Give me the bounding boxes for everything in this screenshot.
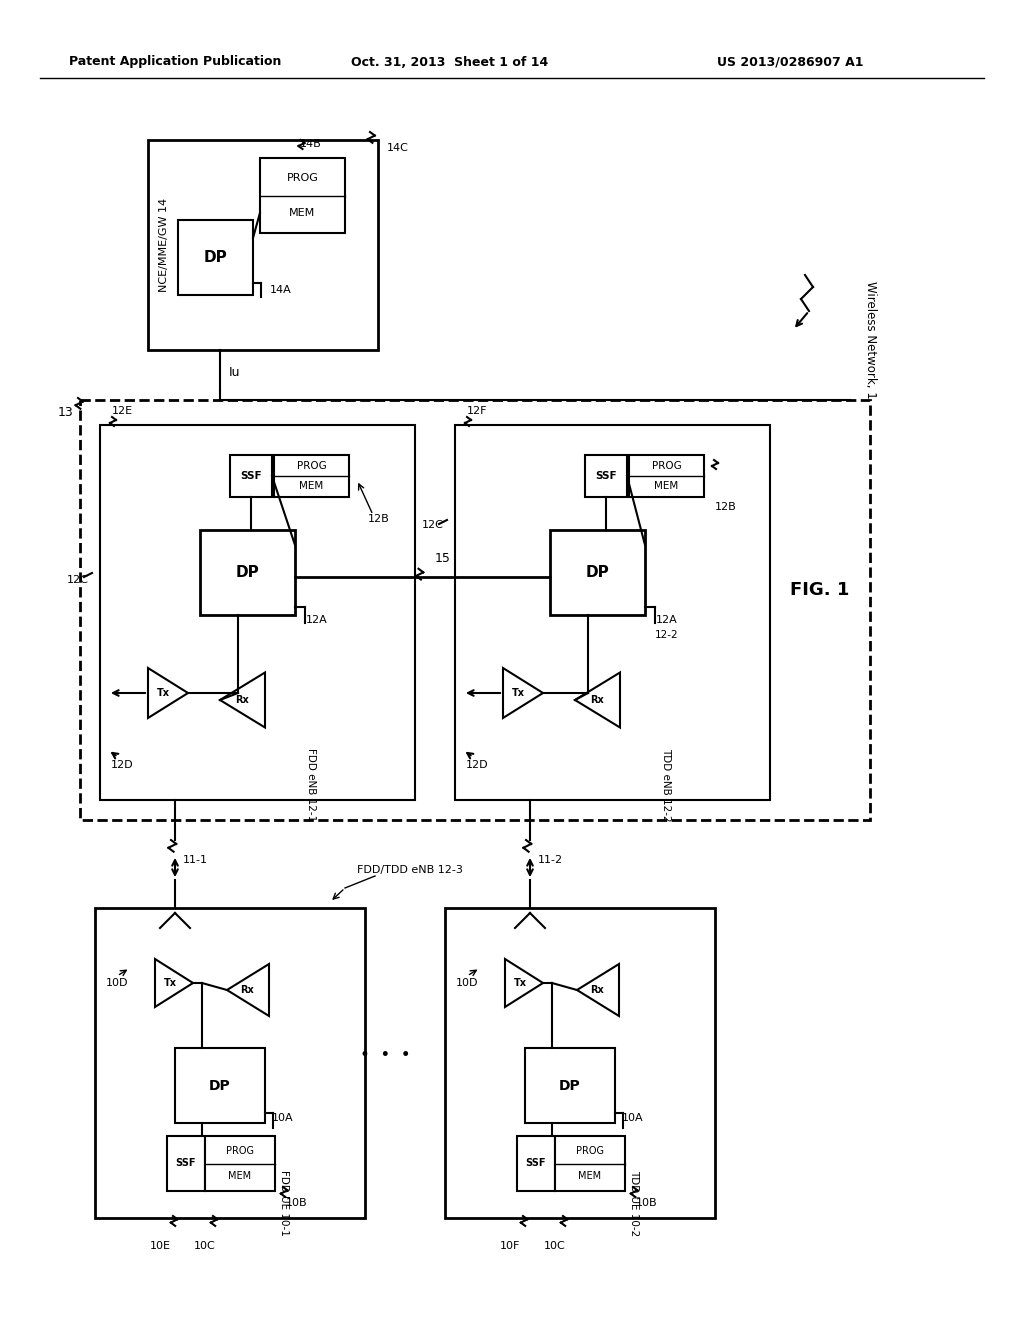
Text: 10B: 10B xyxy=(636,1199,657,1208)
Text: Tx: Tx xyxy=(157,688,170,698)
Text: NCE/MME/GW 14: NCE/MME/GW 14 xyxy=(159,198,169,292)
Text: MEM: MEM xyxy=(654,480,679,491)
Text: FDD UE 10-1: FDD UE 10-1 xyxy=(279,1170,289,1236)
Text: 10D: 10D xyxy=(456,978,478,987)
Text: 12E: 12E xyxy=(112,407,132,416)
Bar xyxy=(148,140,378,350)
Bar xyxy=(274,455,349,498)
Text: 12B: 12B xyxy=(715,502,737,512)
Text: 12-2: 12-2 xyxy=(655,630,679,640)
Text: 15: 15 xyxy=(434,552,451,565)
Bar xyxy=(525,1048,615,1123)
Text: 10F: 10F xyxy=(500,1241,520,1251)
Text: 12D: 12D xyxy=(111,760,133,770)
Bar xyxy=(178,220,253,294)
Text: Wireless Network, 1: Wireless Network, 1 xyxy=(863,281,877,399)
Bar xyxy=(517,1137,555,1191)
Text: PROG: PROG xyxy=(287,173,318,183)
Text: TDD UE 10-2: TDD UE 10-2 xyxy=(629,1170,639,1236)
Text: 12C: 12C xyxy=(422,520,444,531)
Bar xyxy=(585,455,627,498)
Bar xyxy=(555,1137,625,1191)
Text: FDD eNB 12-1: FDD eNB 12-1 xyxy=(306,748,316,821)
Text: 10D: 10D xyxy=(105,978,128,987)
Text: 11-1: 11-1 xyxy=(182,855,208,865)
Text: PROG: PROG xyxy=(575,1146,604,1156)
Text: Rx: Rx xyxy=(590,985,604,995)
Text: 12B: 12B xyxy=(368,513,390,524)
Text: PROG: PROG xyxy=(651,461,681,471)
Bar xyxy=(100,425,415,800)
Text: MEM: MEM xyxy=(290,207,315,218)
Text: Rx: Rx xyxy=(236,696,249,705)
Text: Tx: Tx xyxy=(164,978,176,987)
Bar xyxy=(205,1137,275,1191)
Bar xyxy=(175,1048,265,1123)
Text: Tx: Tx xyxy=(512,688,524,698)
Bar xyxy=(95,908,365,1218)
Text: 10C: 10C xyxy=(195,1241,216,1251)
Text: TDD eNB 12-2: TDD eNB 12-2 xyxy=(662,748,671,822)
Bar xyxy=(167,1137,205,1191)
Bar xyxy=(230,455,272,498)
Text: 11-2: 11-2 xyxy=(538,855,562,865)
Text: SSF: SSF xyxy=(176,1159,197,1168)
Text: FIG. 1: FIG. 1 xyxy=(791,581,850,599)
Text: PROG: PROG xyxy=(297,461,327,471)
Text: 12D: 12D xyxy=(466,760,488,770)
Bar xyxy=(260,158,345,234)
Text: 13: 13 xyxy=(58,405,74,418)
Text: PROG: PROG xyxy=(226,1146,254,1156)
Text: 12A: 12A xyxy=(306,615,328,624)
Text: 14C: 14C xyxy=(387,143,409,153)
Bar xyxy=(629,455,705,498)
Text: 14A: 14A xyxy=(270,285,292,294)
Text: SSF: SSF xyxy=(241,471,262,480)
Bar xyxy=(200,531,295,615)
Text: SSF: SSF xyxy=(595,471,616,480)
Text: 10A: 10A xyxy=(623,1113,644,1123)
Text: 10E: 10E xyxy=(150,1241,171,1251)
Text: 14B: 14B xyxy=(300,139,322,149)
Text: Iu: Iu xyxy=(229,367,241,380)
Text: 10C: 10C xyxy=(544,1241,566,1251)
Text: 12A: 12A xyxy=(656,615,678,624)
Text: Tx: Tx xyxy=(513,978,526,987)
Text: MEM: MEM xyxy=(228,1171,252,1181)
Text: MEM: MEM xyxy=(299,480,324,491)
Bar xyxy=(445,908,715,1218)
Text: DP: DP xyxy=(209,1078,230,1093)
Text: FDD/TDD eNB 12-3: FDD/TDD eNB 12-3 xyxy=(357,865,463,875)
Text: •  •  •: • • • xyxy=(359,1045,411,1064)
Text: DP: DP xyxy=(586,565,609,579)
Text: 10B: 10B xyxy=(286,1199,308,1208)
Text: DP: DP xyxy=(236,565,259,579)
Text: DP: DP xyxy=(559,1078,581,1093)
Text: SSF: SSF xyxy=(525,1159,546,1168)
Text: US 2013/0286907 A1: US 2013/0286907 A1 xyxy=(717,55,863,69)
Bar xyxy=(455,425,770,800)
Text: Rx: Rx xyxy=(590,696,604,705)
Text: 12F: 12F xyxy=(467,407,487,416)
Text: 12C: 12C xyxy=(67,576,89,585)
Bar xyxy=(80,400,870,820)
Text: Rx: Rx xyxy=(240,985,254,995)
Text: MEM: MEM xyxy=(579,1171,601,1181)
Text: Patent Application Publication: Patent Application Publication xyxy=(69,55,282,69)
Text: DP: DP xyxy=(204,249,227,265)
Text: Oct. 31, 2013  Sheet 1 of 14: Oct. 31, 2013 Sheet 1 of 14 xyxy=(351,55,549,69)
Bar xyxy=(550,531,645,615)
Text: 10A: 10A xyxy=(272,1113,294,1123)
